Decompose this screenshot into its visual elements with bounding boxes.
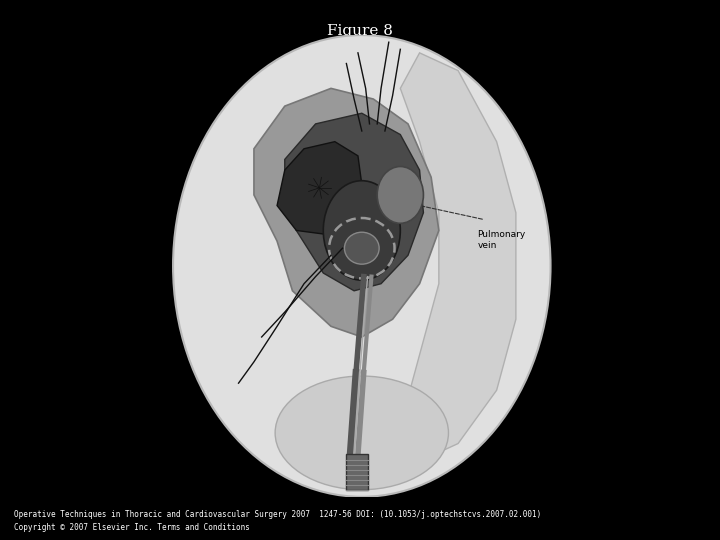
Polygon shape xyxy=(277,141,362,234)
Ellipse shape xyxy=(323,181,400,280)
Text: Operative Techniques in Thoracic and Cardiovascular Surgery 2007  1247-56 DOI: (: Operative Techniques in Thoracic and Car… xyxy=(14,510,541,532)
Polygon shape xyxy=(254,89,439,337)
FancyBboxPatch shape xyxy=(346,454,368,490)
Ellipse shape xyxy=(173,35,551,497)
Polygon shape xyxy=(400,53,516,461)
Text: Pulmonary
vein: Pulmonary vein xyxy=(477,231,526,250)
Text: Figure 8: Figure 8 xyxy=(327,24,393,38)
Ellipse shape xyxy=(377,166,423,224)
Polygon shape xyxy=(285,113,423,291)
Ellipse shape xyxy=(275,376,449,490)
Circle shape xyxy=(344,232,379,264)
